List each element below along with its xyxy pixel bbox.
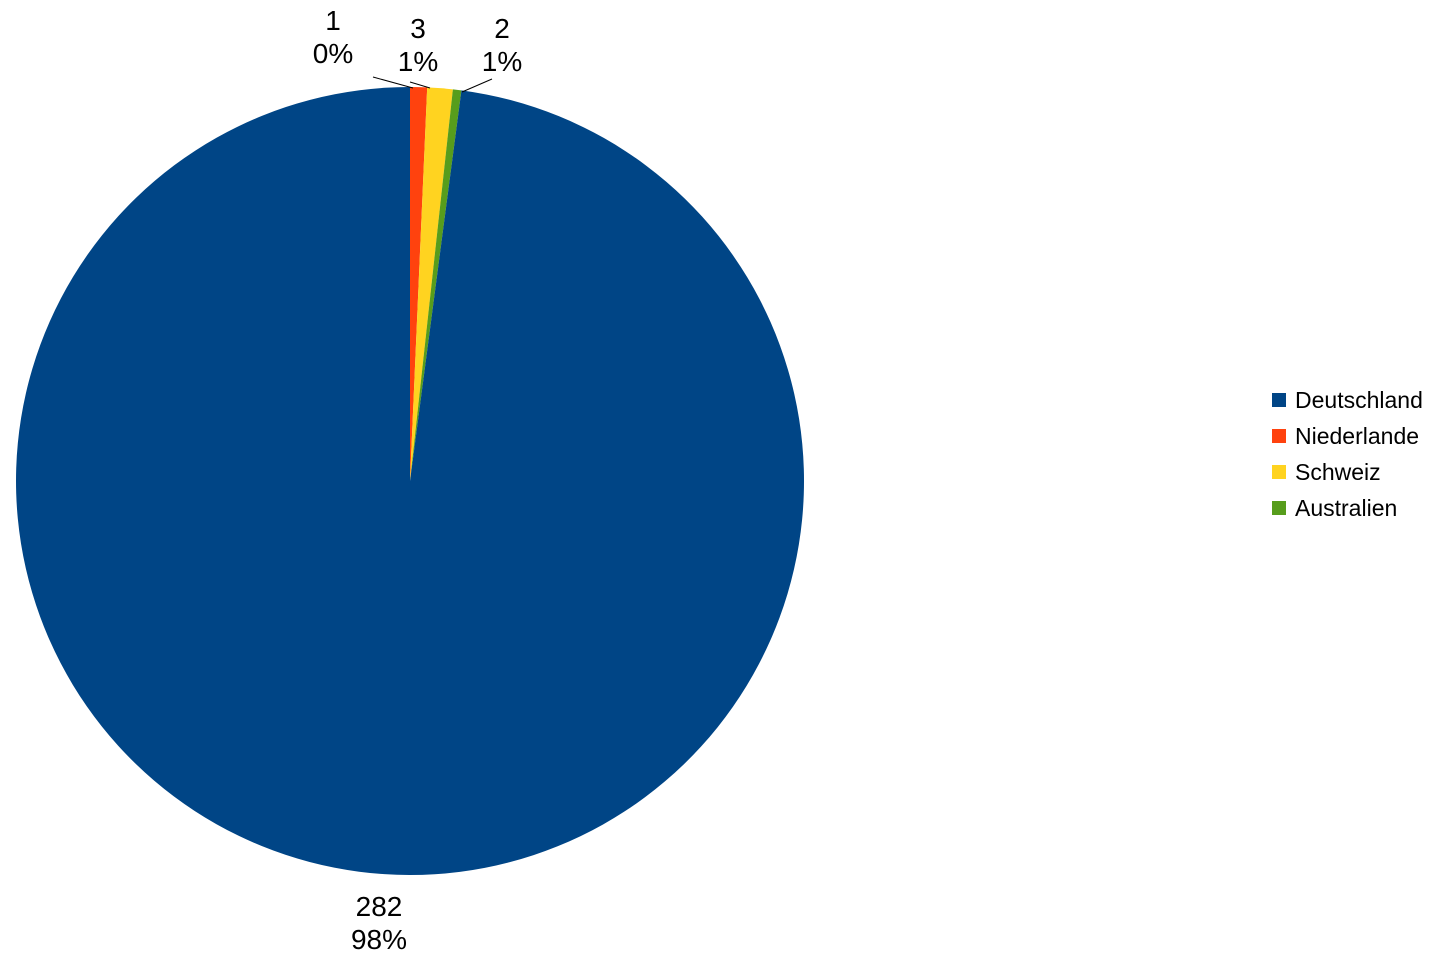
legend-swatch-niederlande (1272, 429, 1286, 443)
legend-label-schweiz: Schweiz (1295, 458, 1381, 485)
legend-swatch-deutschland (1272, 393, 1286, 407)
data-label-value-deutschland: 282 (356, 891, 403, 922)
data-label-deutschland: 282 98% (351, 891, 407, 955)
pie-slice-niederlande (410, 87, 428, 481)
legend-swatch-schweiz (1272, 465, 1286, 479)
legend-label-deutschland: Deutschland (1295, 386, 1423, 413)
pie-slice-schweiz (410, 87, 453, 481)
pie-slice-australien (410, 89, 462, 481)
data-label-australien: 1 0% (313, 5, 353, 69)
legend-swatch-australien (1272, 501, 1286, 515)
chart-legend: Deutschland Niederlande Schweiz Australi… (1272, 382, 1423, 526)
legend-item-schweiz: Schweiz (1272, 454, 1423, 490)
data-label-percent-schweiz: 1% (398, 46, 438, 77)
pie-slice-deutschland (16, 87, 805, 875)
legend-item-deutschland: Deutschland (1272, 382, 1423, 418)
legend-item-australien: Australien (1272, 490, 1423, 526)
legend-label-australien: Australien (1295, 494, 1398, 521)
data-label-percent-deutschland: 98% (351, 924, 407, 955)
data-label-percent-australien: 0% (313, 38, 353, 69)
leader-line-australien (372, 76, 414, 89)
data-label-schweiz: 3 1% (398, 13, 438, 77)
data-label-value-niederlande: 2 (494, 13, 510, 44)
leader-line-schweiz (409, 81, 431, 89)
leader-line-niederlande (461, 78, 493, 93)
data-label-value-schweiz: 3 (410, 13, 426, 44)
data-label-percent-niederlande: 1% (482, 46, 522, 77)
data-label-niederlande: 2 1% (482, 13, 522, 77)
data-label-value-australien: 1 (325, 5, 341, 36)
legend-label-niederlande: Niederlande (1295, 422, 1420, 449)
legend-item-niederlande: Niederlande (1272, 418, 1423, 454)
